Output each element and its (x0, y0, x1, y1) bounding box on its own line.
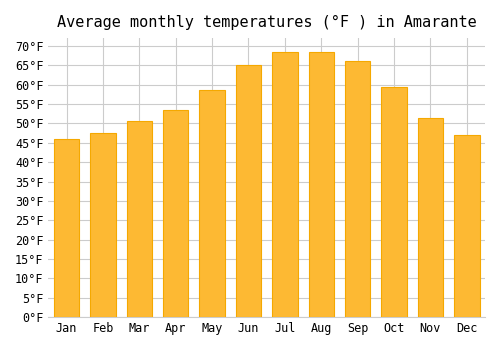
Bar (54, 139, 80, 317)
Bar (418, 118, 443, 317)
Bar (200, 90, 225, 317)
Bar (236, 65, 261, 317)
Bar (90, 133, 116, 317)
Bar (272, 52, 297, 317)
Title: Average monthly temperatures (°F ) in Amarante: Average monthly temperatures (°F ) in Am… (57, 15, 476, 30)
Bar (126, 121, 152, 317)
Bar (308, 52, 334, 317)
Bar (454, 135, 479, 317)
Bar (163, 110, 188, 317)
Bar (382, 86, 407, 317)
Bar (345, 61, 370, 317)
